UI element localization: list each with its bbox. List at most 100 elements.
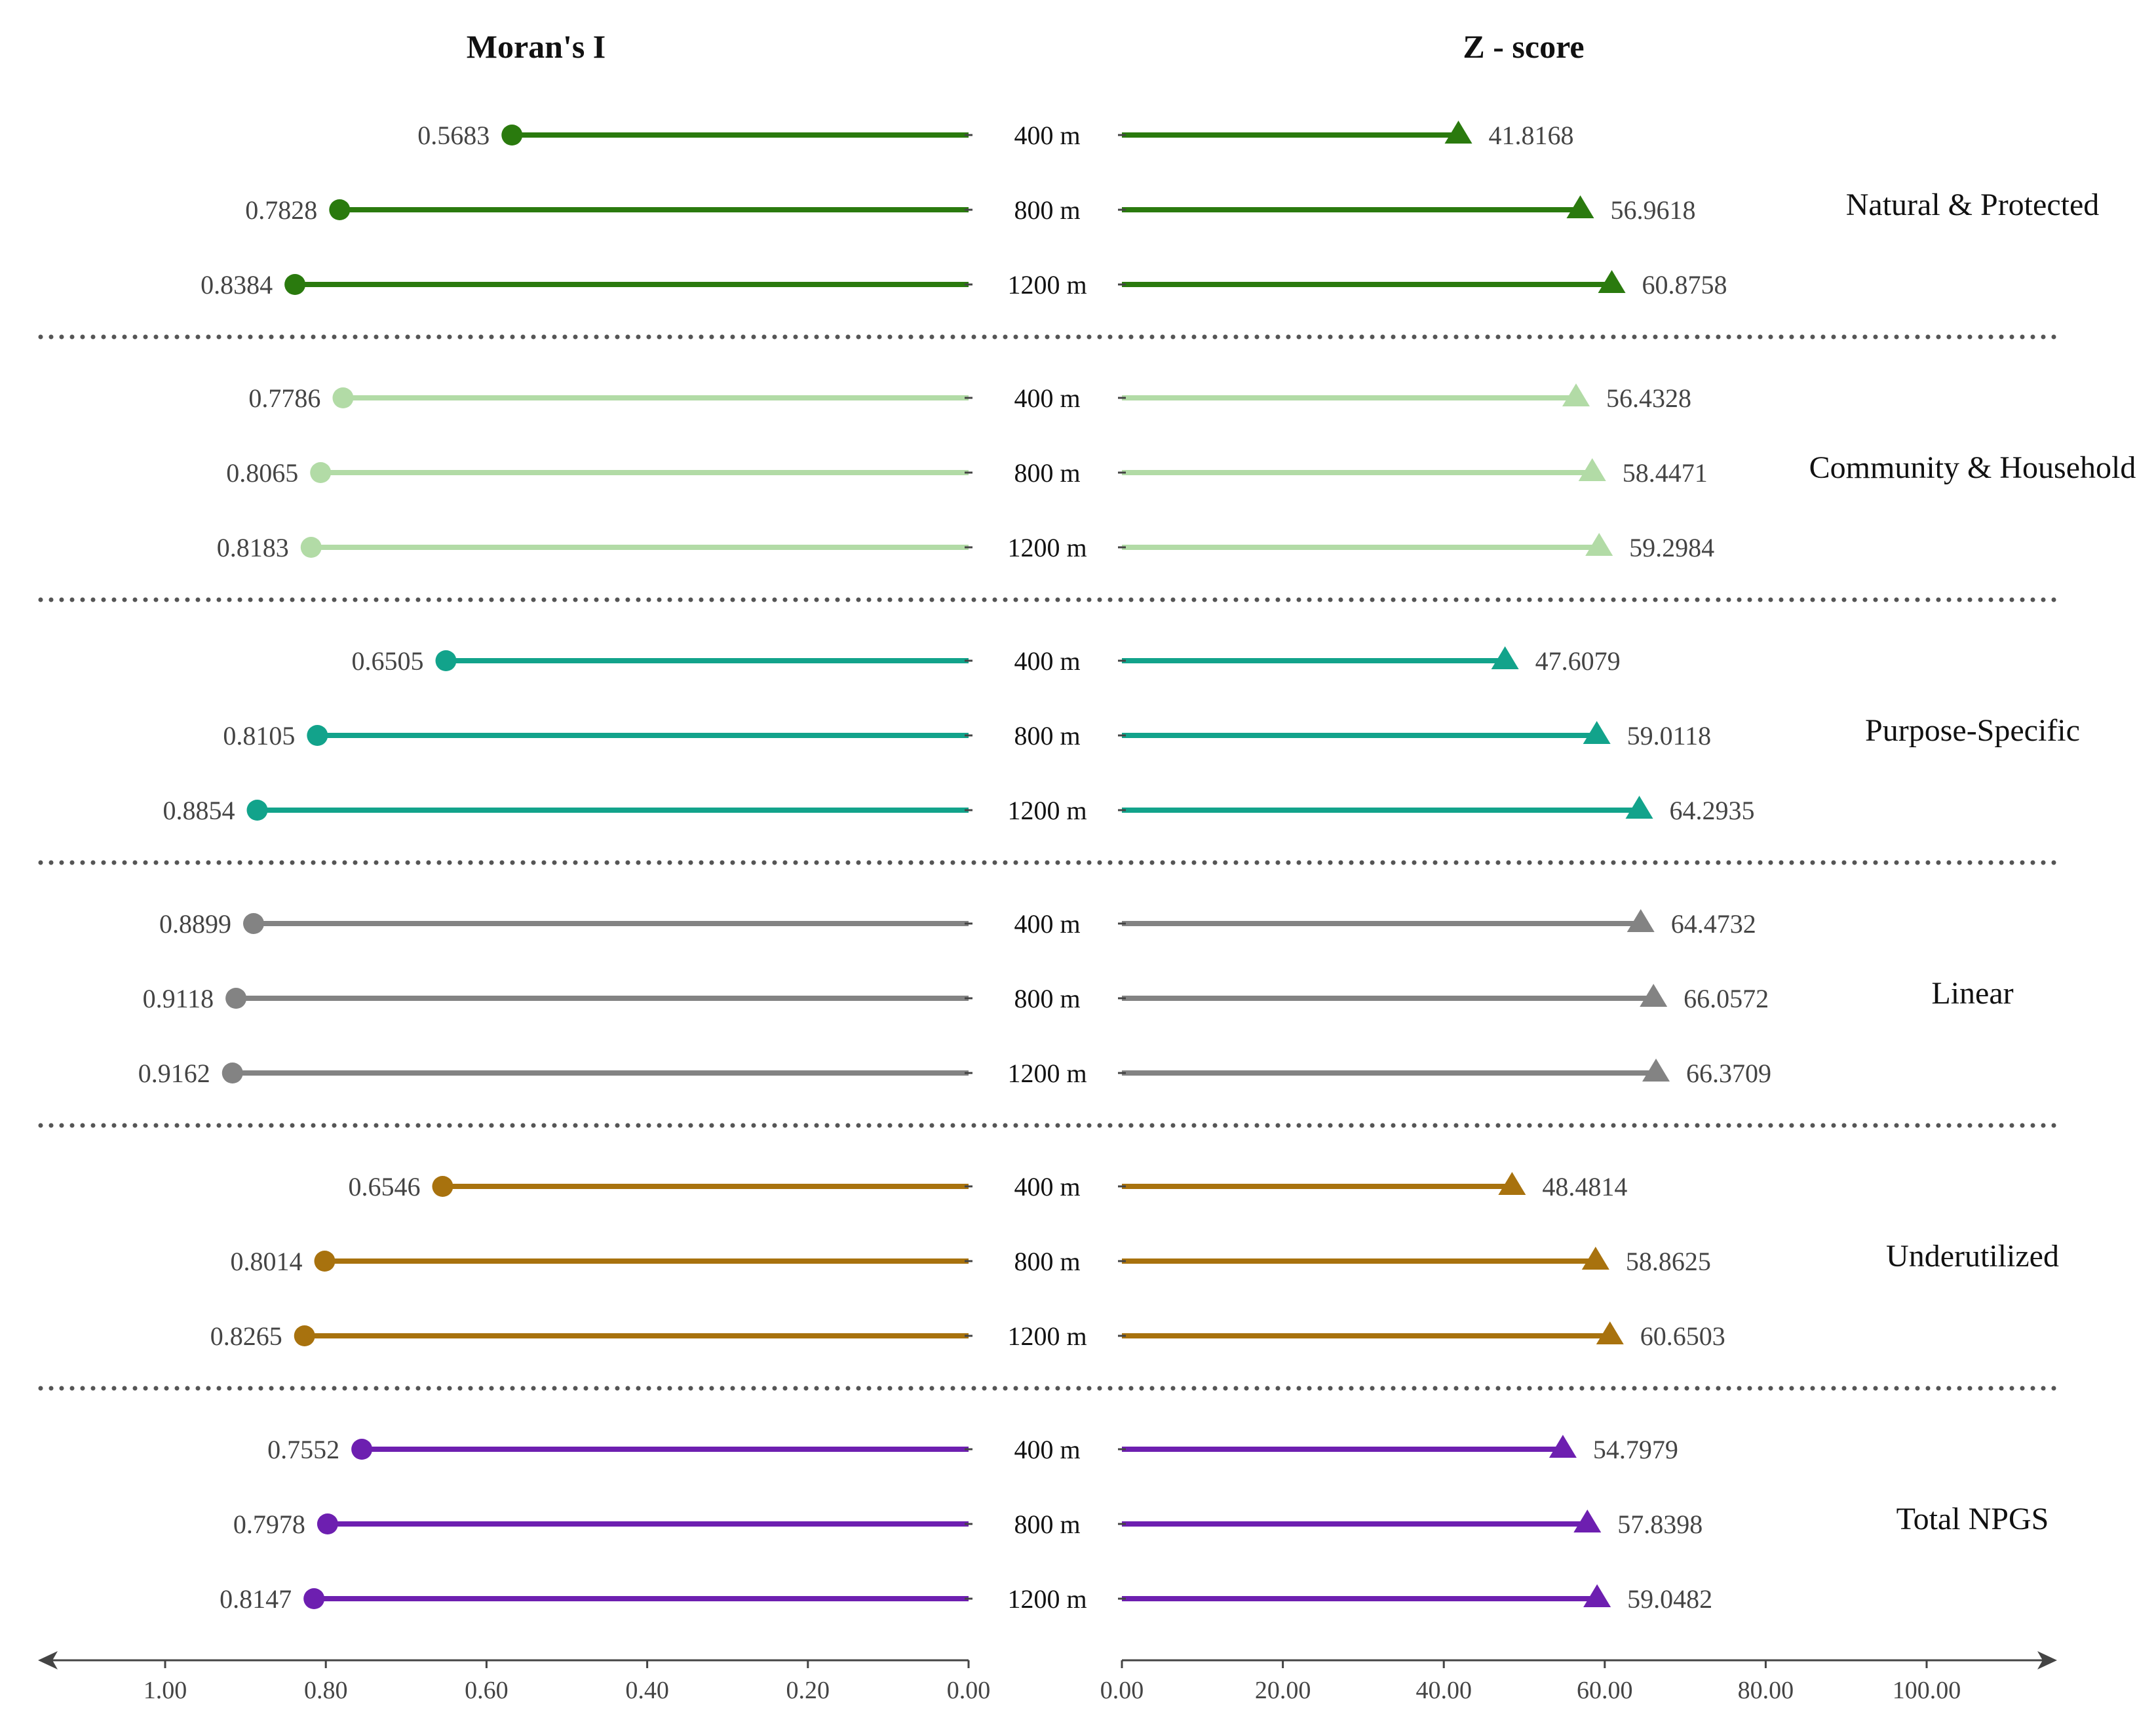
moran-point — [317, 1513, 338, 1534]
moran-value-label: 0.8854 — [163, 796, 235, 825]
z-point — [1444, 121, 1473, 144]
distance-label: 400 m — [1014, 121, 1080, 150]
z-value-label: 60.6503 — [1640, 1321, 1725, 1351]
z-value-label: 56.9618 — [1610, 195, 1695, 225]
right-title: Z - score — [1463, 28, 1584, 65]
right-axis-tick-label: 80.00 — [1738, 1677, 1794, 1704]
distance-label: 800 m — [1014, 458, 1080, 488]
left-axis-tick-label: 0.40 — [625, 1677, 669, 1704]
moran-point — [242, 913, 264, 934]
moran-value-label: 0.8265 — [210, 1321, 282, 1351]
group-label: Underutilized — [1886, 1239, 2059, 1274]
distance-label: 800 m — [1014, 1510, 1080, 1539]
moran-point — [307, 725, 328, 746]
z-point — [1583, 1584, 1611, 1607]
moran-point — [501, 125, 523, 146]
moran-point — [314, 1251, 336, 1272]
moran-point — [432, 1176, 453, 1197]
moran-value-label: 0.7978 — [233, 1510, 305, 1539]
distance-label: 1200 m — [1007, 796, 1087, 825]
moran-point — [225, 988, 247, 1009]
moran-point — [435, 650, 457, 671]
z-value-label: 59.2984 — [1629, 533, 1714, 562]
distance-label: 1200 m — [1007, 533, 1087, 562]
z-value-label: 58.4471 — [1623, 458, 1708, 488]
distance-label: 400 m — [1014, 383, 1080, 413]
axes: 1.00 0.80 0.60 0.40 0.20 0.00 0.00 20.00 40.00 60… — [38, 1651, 2057, 1704]
moran-point — [300, 537, 322, 558]
distance-label: 1200 m — [1007, 1059, 1087, 1088]
moran-value-label: 0.8105 — [223, 721, 295, 751]
z-value-label: 48.4814 — [1542, 1172, 1627, 1201]
group-label: Purpose-Specific — [1865, 713, 2080, 748]
z-value-label: 57.8398 — [1617, 1510, 1703, 1539]
z-value-label: 60.8758 — [1642, 270, 1727, 300]
moran-value-label: 0.9118 — [143, 984, 214, 1013]
moran-value-label: 0.8899 — [159, 909, 231, 939]
z-point — [1596, 1321, 1624, 1344]
z-value-label: 41.8168 — [1489, 121, 1574, 150]
distance-label: 1200 m — [1007, 1584, 1087, 1614]
right-axis-arrow — [2037, 1651, 2057, 1669]
z-point — [1566, 195, 1594, 218]
distance-label: 800 m — [1014, 721, 1080, 751]
distance-label: 800 m — [1014, 1247, 1080, 1276]
z-point — [1583, 721, 1611, 744]
moran-point — [310, 462, 332, 483]
right-axis-tick-label: 60.00 — [1577, 1677, 1633, 1704]
distance-label: 400 m — [1014, 1172, 1080, 1201]
z-point — [1549, 1435, 1577, 1458]
z-point — [1627, 909, 1655, 932]
moran-point — [329, 199, 351, 220]
right-axis-tick-label: 0.00 — [1100, 1677, 1144, 1704]
group-label: Total NPGS — [1896, 1502, 2049, 1536]
moran-value-label: 0.5683 — [417, 121, 490, 150]
z-value-label: 66.3709 — [1686, 1059, 1771, 1088]
right-axis-tick-label: 20.00 — [1255, 1677, 1311, 1704]
z-point — [1491, 646, 1519, 669]
moran-value-label: 0.8183 — [217, 533, 289, 562]
moran-value-label: 0.6505 — [351, 646, 423, 676]
moran-value-label: 0.8014 — [230, 1247, 302, 1276]
distance-label: 400 m — [1014, 646, 1080, 676]
moran-point — [351, 1439, 373, 1460]
z-value-label: 59.0118 — [1627, 721, 1712, 751]
z-value-label: 58.8625 — [1626, 1247, 1711, 1276]
right-axis-tick-label: 100.00 — [1893, 1677, 1961, 1704]
moran-value-label: 0.7828 — [245, 195, 317, 225]
group-dividers — [38, 334, 2057, 1391]
z-point — [1562, 383, 1590, 406]
z-value-label: 56.4328 — [1606, 383, 1691, 413]
moran-point — [221, 1063, 243, 1083]
left-axis-tick-label: 1.00 — [144, 1677, 187, 1704]
group-label: Linear — [1931, 976, 2013, 1011]
right-axis-tick-label: 40.00 — [1415, 1677, 1472, 1704]
left-axis-tick-label: 0.80 — [304, 1677, 348, 1704]
z-value-label: 47.6079 — [1535, 646, 1621, 676]
z-value-label: 54.7979 — [1593, 1435, 1678, 1464]
z-point — [1625, 796, 1653, 819]
moran-value-label: 0.7786 — [248, 383, 320, 413]
moran-value-label: 0.6546 — [348, 1172, 420, 1201]
z-value-label: 64.4732 — [1671, 909, 1756, 939]
moran-value-label: 0.8384 — [201, 270, 273, 300]
group-label: Community & Household — [1809, 450, 2136, 485]
left-axis-tick-label: 0.20 — [786, 1677, 830, 1704]
moran-value-label: 0.8065 — [226, 458, 298, 488]
z-value-label: 66.0572 — [1684, 984, 1769, 1013]
z-point — [1585, 533, 1613, 556]
distance-label: 400 m — [1014, 909, 1080, 939]
z-point — [1498, 1172, 1526, 1195]
z-point — [1598, 270, 1626, 293]
distance-label: 800 m — [1014, 984, 1080, 1013]
z-point — [1640, 984, 1668, 1007]
distance-label: 400 m — [1014, 1435, 1080, 1464]
left-title: Moran's I — [467, 28, 606, 65]
left-axis-tick-label: 0.00 — [947, 1677, 991, 1704]
z-point — [1581, 1247, 1609, 1270]
z-point — [1642, 1059, 1670, 1082]
z-point — [1578, 458, 1606, 481]
moran-point — [303, 1588, 325, 1609]
data-rows: 0.5683 400 m 41.8168 0.7828 800 m 56.9618 0.83… — [138, 121, 1771, 1614]
distance-label: 1200 m — [1007, 270, 1087, 300]
